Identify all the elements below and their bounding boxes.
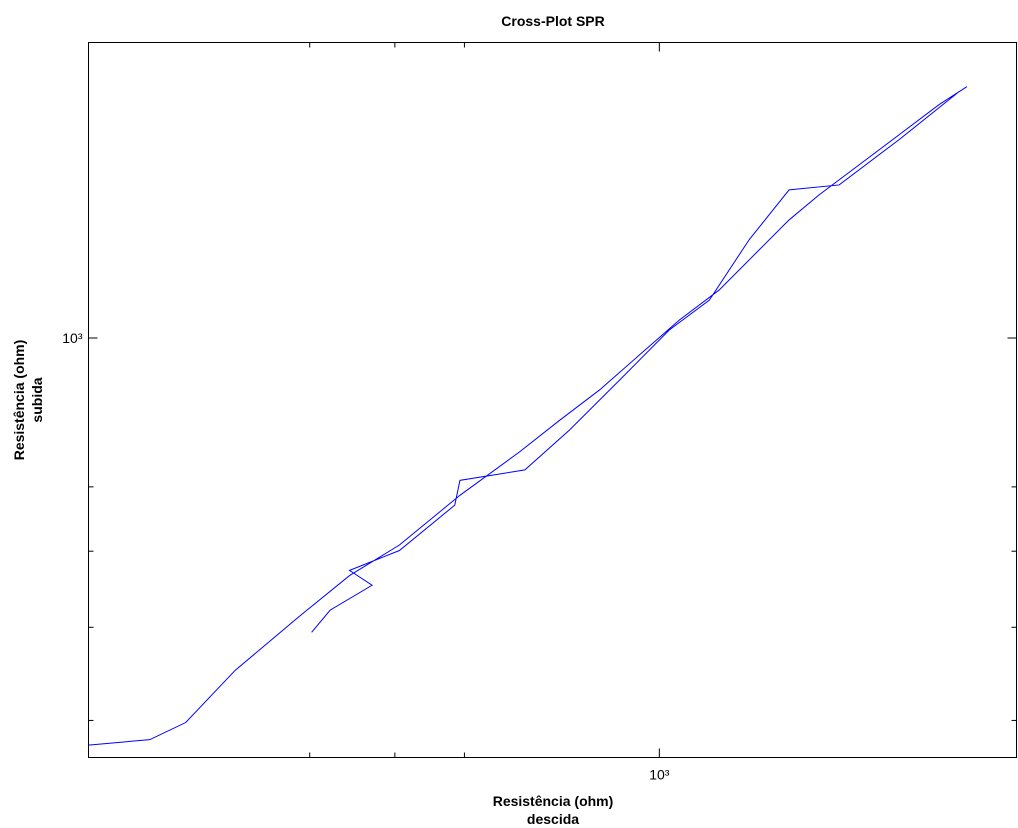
y-tick-label: 10³: [62, 330, 83, 346]
chart-title: Cross-Plot SPR: [501, 13, 604, 29]
data-line: [88, 86, 968, 746]
x-axis-label: Resistência (ohm): [493, 793, 614, 809]
x-axis-label: descida: [527, 811, 579, 827]
axes-box: [88, 42, 1017, 758]
y-axis-label: subida: [29, 377, 45, 422]
y-axis-label: Resistência (ohm): [11, 340, 27, 461]
x-tick-label: 10³: [649, 767, 670, 783]
